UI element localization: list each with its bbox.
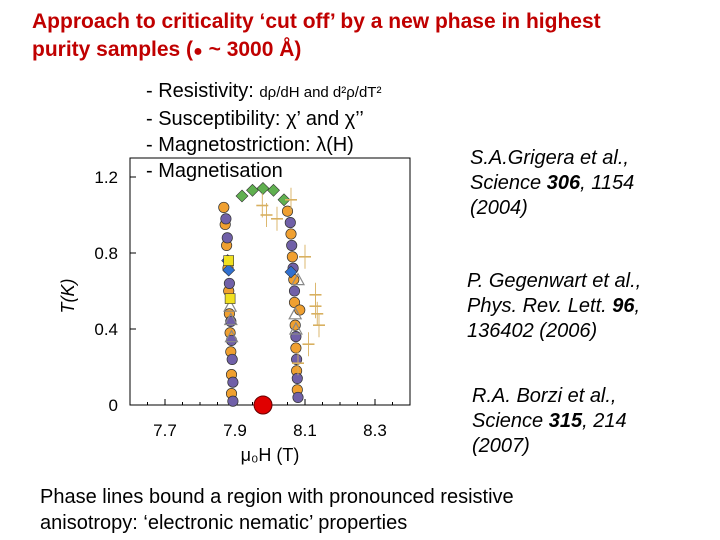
red-dot-icon: ● xyxy=(193,43,203,60)
data-point xyxy=(285,228,297,240)
title-line-1: Approach to criticality ‘cut off’ by a n… xyxy=(32,10,601,33)
x-axis-label: μ₀H (T) xyxy=(241,445,300,465)
ref-authors: R.A. Borzi et al., xyxy=(472,385,617,407)
data-point-diamond xyxy=(284,265,298,279)
ref-year: 136402 (2006) xyxy=(467,320,598,342)
data-point xyxy=(227,395,239,407)
data-point xyxy=(227,376,239,388)
footer-text: Phase lines bound a region with pronounc… xyxy=(40,484,700,536)
method-item: - Resistivity: dρ/dH and d²ρ/dT² xyxy=(146,78,381,106)
method-item: - Magnetostriction: λ(H) xyxy=(146,132,381,158)
methods-list: - Resistivity: dρ/dH and d²ρ/dT² - Susce… xyxy=(146,78,381,184)
ref-year: (2004) xyxy=(470,197,528,219)
ref-journal: Science xyxy=(470,172,547,194)
ref-volume: 306 xyxy=(546,172,581,194)
title-tilde: ~ xyxy=(208,38,221,61)
method-item: - Magnetisation xyxy=(146,158,381,184)
ref-citation: Phys. Rev. Lett. 96, xyxy=(467,294,641,319)
slide-title: Approach to criticality ‘cut off’ by a n… xyxy=(32,8,712,66)
chart-marks xyxy=(218,181,325,415)
data-point-diamond xyxy=(235,189,249,203)
footer-line-1: Phase lines bound a region with pronounc… xyxy=(40,486,514,508)
data-point-red xyxy=(253,395,273,415)
data-point-triangle xyxy=(288,321,303,335)
ref-pages: , xyxy=(634,295,641,317)
data-point-square xyxy=(224,293,236,304)
ref-journal: Phys. Rev. Lett. xyxy=(467,295,613,317)
method-detail: dρ/dH and d²ρ/dT² xyxy=(259,84,382,101)
ref-year: (2007) xyxy=(472,435,530,457)
method-label: - Resistivity: xyxy=(146,80,260,102)
data-point xyxy=(286,239,298,251)
ref-citation: Science 315, 214 xyxy=(472,409,627,434)
x-tick-label: 7.9 xyxy=(223,421,247,440)
data-point xyxy=(290,331,302,343)
ref-pages: , 214 xyxy=(582,410,627,432)
ref-pages: , 1154 xyxy=(580,172,635,194)
data-point-triangle xyxy=(223,312,238,326)
x-tick-label: 8.3 xyxy=(363,421,387,440)
data-point-diamond xyxy=(222,263,236,277)
method-detail: χ’ and χ’’ xyxy=(286,108,364,130)
data-point-triangle xyxy=(288,306,303,320)
ref-authors: S.A.Grigera et al., xyxy=(470,147,629,169)
chart-axes xyxy=(129,157,411,406)
y-axis-label: T(K) xyxy=(58,279,78,314)
data-point xyxy=(288,296,301,308)
title-value: 3000 Å xyxy=(226,38,295,61)
data-point xyxy=(281,205,294,217)
data-point-diamond xyxy=(246,183,259,197)
data-point-triangle xyxy=(224,329,239,343)
reference-gegenwart: P. Gegenwart et al., Phys. Rev. Lett. 96… xyxy=(467,269,641,344)
data-point xyxy=(220,213,232,225)
y-tick-label: 0.8 xyxy=(94,244,118,263)
data-point-diamond xyxy=(267,183,280,197)
x-tick-label: 7.7 xyxy=(153,421,177,440)
data-point xyxy=(284,217,296,229)
ref-authors: P. Gegenwart et al., xyxy=(467,270,642,292)
title-line-2: purity samples (● ~ 3000 Å) xyxy=(32,36,712,66)
plot-frame xyxy=(129,157,411,406)
chart-labels: 0 0.4 0.8 1.2 7.7 7.9 8.1 8.3 T(K) μ₀H (T) xyxy=(58,168,387,465)
ref-citation: Science 306, 1154 xyxy=(470,171,634,196)
y-tick-label: 0.4 xyxy=(94,320,118,339)
data-point-triangle xyxy=(290,272,306,286)
data-point xyxy=(221,232,233,244)
method-label: - Magnetisation xyxy=(146,160,283,182)
method-item: - Susceptibility: χ’ and χ’’ xyxy=(146,106,381,132)
data-point-triangle xyxy=(223,298,238,312)
y-tick-label: 0 xyxy=(109,396,118,415)
ref-volume: 315 xyxy=(548,410,583,432)
x-tick-label: 8.1 xyxy=(293,421,317,440)
y-tick-label: 1.2 xyxy=(94,168,118,187)
data-point xyxy=(286,251,298,263)
method-detail: λ(H) xyxy=(316,134,354,156)
data-point xyxy=(292,391,304,403)
data-point-diamond xyxy=(277,193,291,207)
data-point-diamond xyxy=(256,181,270,195)
method-label: - Magnetostriction: xyxy=(146,134,317,156)
data-point xyxy=(226,353,238,365)
title-suffix: ) xyxy=(294,38,302,61)
ref-volume: 96 xyxy=(612,295,635,317)
data-point xyxy=(288,285,301,297)
reference-grigera: S.A.Grigera et al., Science 306, 1154 (2… xyxy=(470,146,634,221)
footer-line-2: anisotropy: ‘electronic nematic’ propert… xyxy=(40,512,408,534)
ref-journal: Science xyxy=(472,410,549,432)
data-point-square xyxy=(223,255,234,266)
data-point xyxy=(223,277,235,289)
title-prefix: purity samples ( xyxy=(32,38,194,61)
data-point xyxy=(291,372,303,384)
data-point xyxy=(218,201,230,213)
data-point xyxy=(291,353,303,365)
reference-borzi: R.A. Borzi et al., Science 315, 214 (200… xyxy=(472,384,627,459)
method-label: - Susceptibility: xyxy=(146,108,287,130)
data-point xyxy=(290,342,302,354)
